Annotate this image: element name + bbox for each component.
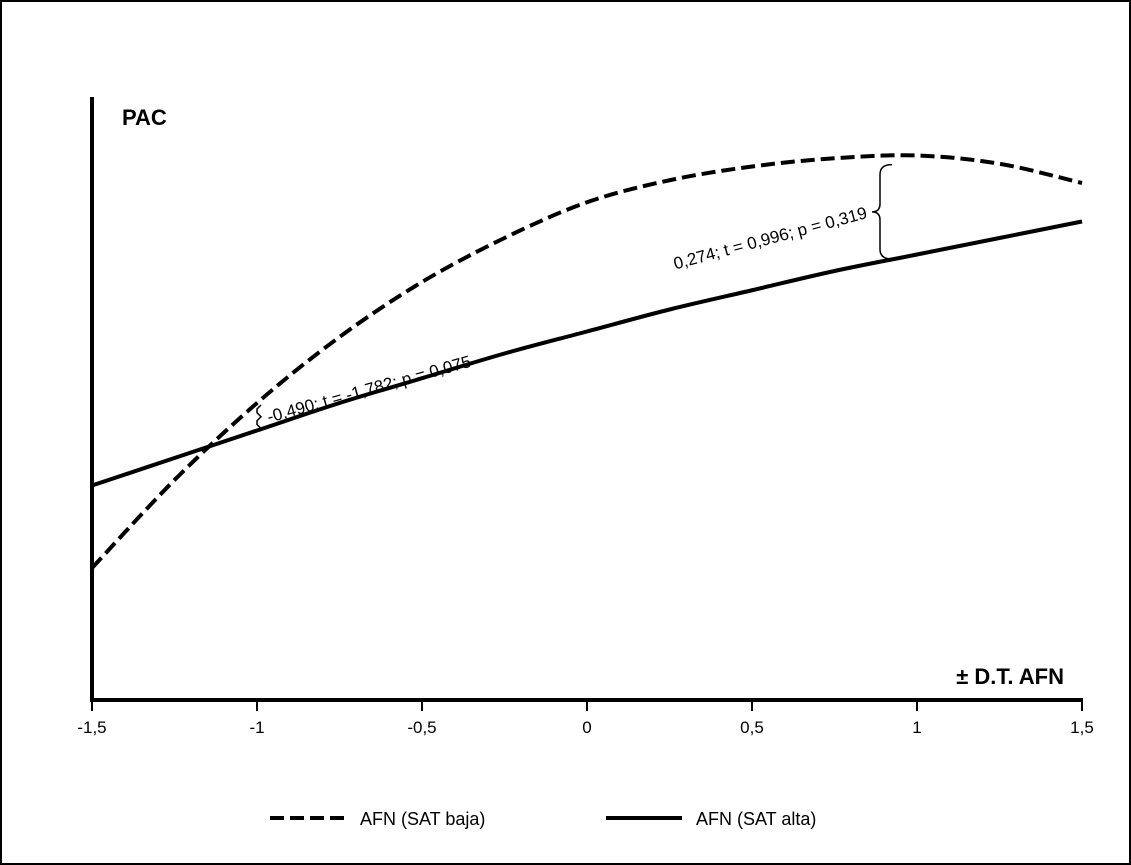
x-tick-label: 0 [582,718,591,737]
x-axis-label: ± D.T. AFN [956,664,1064,689]
x-tick-label: -1,5 [77,718,106,737]
legend-label-sat-baja: AFN (SAT baja) [360,809,485,829]
annotation-brace [871,163,893,260]
annotation-bracket [256,404,263,430]
x-tick-label: -0,5 [407,718,436,737]
x-tick-label: -1 [249,718,264,737]
series-line-sat-alta [91,219,1083,488]
x-tick-label: 0,5 [740,718,764,737]
x-tick-label: 1,5 [1070,718,1094,737]
legend: AFN (SAT baja) AFN (SAT alta) [270,809,816,829]
x-tick-label: 1 [912,718,921,737]
y-axis-label: PAC [122,105,167,130]
series-line-sat-baja [90,153,1083,570]
legend-label-sat-alta: AFN (SAT alta) [696,809,816,829]
